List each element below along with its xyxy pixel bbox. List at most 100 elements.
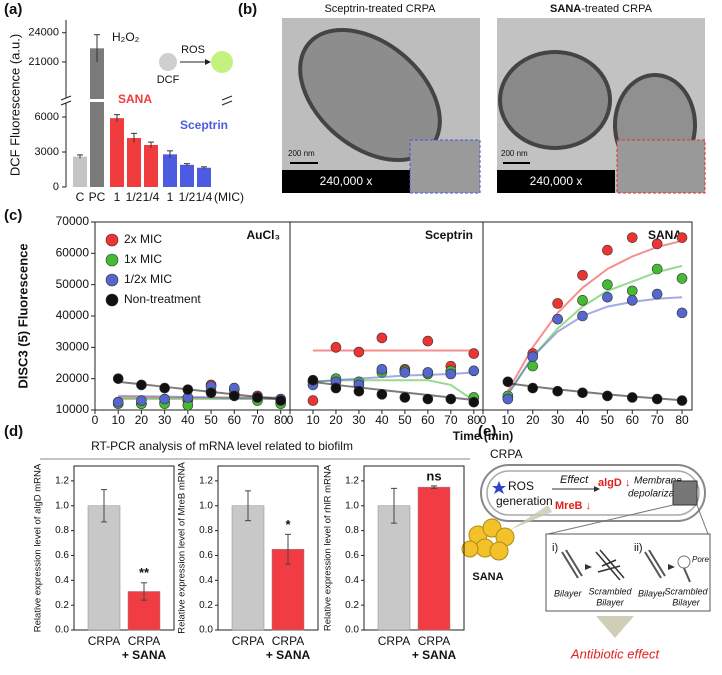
point bbox=[651, 238, 663, 250]
point bbox=[159, 393, 170, 405]
fit-line bbox=[507, 239, 683, 392]
point bbox=[307, 395, 319, 406]
y-tick-label: 0.4 bbox=[345, 575, 359, 586]
legend-marker bbox=[105, 253, 119, 267]
magnification: 240,000 x bbox=[530, 174, 583, 188]
point bbox=[651, 393, 663, 405]
mechanism-diagram: CRPA ROS generation Effect algD ↓ MreB ↓… bbox=[461, 447, 711, 661]
point bbox=[422, 335, 434, 347]
point bbox=[602, 390, 613, 402]
point bbox=[626, 295, 638, 306]
legend-marker bbox=[105, 273, 119, 287]
x-tick-label: 0 bbox=[92, 413, 99, 427]
y-tick-label: 50000 bbox=[56, 277, 90, 291]
diagram-text: algD ↓ bbox=[598, 477, 630, 489]
panel-label: (d) bbox=[4, 423, 23, 440]
x-tick-label: + SANA bbox=[122, 648, 167, 662]
bilayer-icon bbox=[644, 551, 662, 579]
diagram-text: Pore bbox=[692, 555, 709, 564]
y-tick-label: 0.4 bbox=[199, 575, 213, 586]
point bbox=[626, 392, 638, 403]
point bbox=[527, 351, 539, 363]
panel-title: RT-PCR analysis of mRNA level related to… bbox=[91, 439, 353, 453]
significance: * bbox=[285, 517, 291, 532]
bar bbox=[110, 118, 124, 187]
plot-frame bbox=[73, 465, 175, 631]
y-tick-label: 70000 bbox=[56, 214, 90, 228]
x-tick-label: 20 bbox=[135, 413, 149, 427]
panel-title: SANA bbox=[648, 228, 682, 242]
diagram-text: Scrambled bbox=[664, 586, 708, 596]
point bbox=[676, 395, 688, 406]
x-tick-label: CRPA bbox=[128, 634, 160, 648]
y-tick-label: 1.2 bbox=[199, 476, 213, 487]
arrowhead bbox=[668, 564, 675, 570]
y-tick-label: 1.0 bbox=[55, 500, 69, 511]
point bbox=[552, 313, 563, 325]
magnification: 240,000 x bbox=[320, 174, 373, 188]
cell-membrane bbox=[486, 470, 700, 516]
panel-label: (c) bbox=[4, 207, 22, 224]
diagram-text: MreB ↓ bbox=[555, 500, 591, 512]
x-tick-label: + SANA bbox=[266, 648, 311, 662]
plot-frame bbox=[363, 465, 465, 631]
annotation: H₂O₂ bbox=[112, 30, 140, 44]
y-tick-label: 1.0 bbox=[199, 500, 213, 511]
y-tick-label: 10000 bbox=[56, 402, 90, 416]
x-tick-label: 20 bbox=[526, 413, 540, 427]
axis-break bbox=[221, 100, 233, 106]
point bbox=[353, 385, 365, 397]
x-tick-label: 1 bbox=[114, 190, 121, 204]
legend-label: Non-treatment bbox=[124, 292, 201, 306]
point bbox=[136, 379, 147, 391]
title-bold: SANA bbox=[550, 3, 581, 15]
point bbox=[422, 367, 434, 378]
x-tick-label: PC bbox=[89, 190, 106, 204]
point bbox=[112, 396, 124, 408]
y-tick-label: 1.0 bbox=[345, 500, 359, 511]
legend-label: 2x MIC bbox=[124, 232, 162, 246]
micrograph-right: SANA-treated CRPA 200 nm 240,000 x bbox=[497, 3, 706, 194]
x-unit-label: (MIC) bbox=[214, 190, 244, 204]
point bbox=[577, 295, 588, 306]
y-tick-label: 3000 bbox=[35, 146, 59, 158]
point bbox=[552, 385, 563, 397]
point bbox=[159, 382, 170, 394]
y-tick-label: 20000 bbox=[56, 371, 90, 385]
point bbox=[376, 389, 388, 400]
legend-label: 1x MIC bbox=[124, 252, 162, 266]
y-tick-label: 0.0 bbox=[199, 625, 213, 636]
point bbox=[651, 263, 663, 275]
point bbox=[468, 365, 480, 377]
image-title: SANA-treated CRPA bbox=[550, 3, 653, 15]
x-tick-label: 1/4 bbox=[143, 190, 160, 204]
point bbox=[330, 382, 342, 394]
point bbox=[136, 395, 147, 406]
nanoparticle-cluster bbox=[461, 518, 515, 561]
point bbox=[205, 387, 217, 399]
y-tick-label: 1.2 bbox=[55, 476, 69, 487]
bar bbox=[87, 505, 121, 631]
y-axis-label: Relative expression level of rhlR mRNA bbox=[323, 464, 334, 631]
point bbox=[552, 298, 563, 309]
image-title: Sceptrin-treated CRPA bbox=[324, 3, 436, 15]
x-tick-label: 40 bbox=[181, 413, 195, 427]
y-tick-label: 0.8 bbox=[55, 525, 69, 536]
diagram-text: SANA bbox=[472, 571, 503, 583]
x-tick-label: 1 bbox=[167, 190, 174, 204]
zoom-line bbox=[696, 504, 709, 535]
point bbox=[376, 332, 388, 344]
bar-break bbox=[89, 99, 105, 102]
point bbox=[330, 342, 342, 353]
x-tick-label: 10 bbox=[501, 413, 515, 427]
x-tick-label: 70 bbox=[444, 413, 458, 427]
x-tick-label: 60 bbox=[421, 413, 435, 427]
x-tick-label: 60 bbox=[626, 413, 640, 427]
plot-frame bbox=[482, 221, 693, 411]
point bbox=[275, 395, 287, 406]
bar bbox=[231, 505, 265, 631]
point bbox=[651, 288, 663, 300]
x-tick-label: 80 bbox=[274, 413, 288, 427]
point bbox=[502, 393, 514, 405]
point bbox=[399, 367, 411, 378]
